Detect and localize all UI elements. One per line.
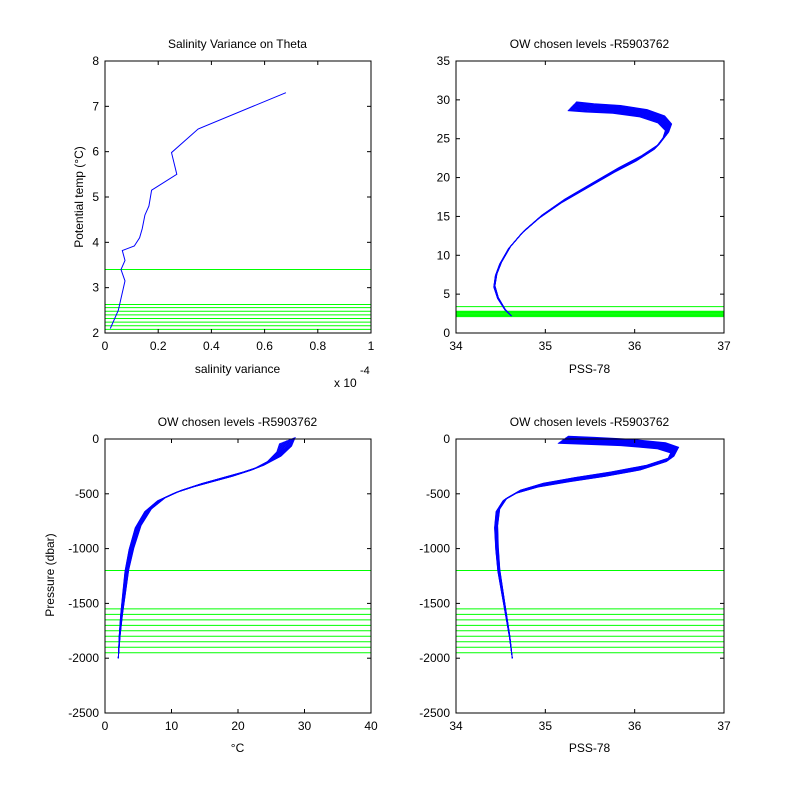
y-tick-label: -500 (426, 487, 450, 501)
y-tick-label: 4 (92, 235, 99, 249)
x-tick-label: 0 (102, 719, 109, 733)
y-tick-label: 20 (437, 171, 451, 185)
panel-pressure-temperature: OW chosen levels -R5903762 °C Pressure (… (43, 415, 378, 755)
panel-salinity-variance: Salinity Variance on Theta salinity vari… (72, 37, 375, 390)
panel4-title: OW chosen levels -R5903762 (510, 415, 670, 429)
y-tick-label: 6 (92, 145, 99, 159)
y-tick-label: 30 (437, 93, 451, 107)
y-tick-label: -2500 (419, 706, 450, 720)
x-tick-label: 40 (364, 719, 378, 733)
x-tick-label: 0.6 (256, 339, 273, 353)
y-tick-label: 3 (92, 281, 99, 295)
x-tick-label: 1 (368, 339, 375, 353)
x-tick-label: 37 (717, 339, 731, 353)
y-tick-label: 25 (437, 132, 451, 146)
panel3-title: OW chosen levels -R5903762 (158, 415, 318, 429)
y-tick-label: 15 (437, 209, 451, 223)
panel1-ylabel: Potential temp (°C) (72, 146, 86, 248)
y-tick-label: -2000 (419, 651, 450, 665)
y-tick-label: -1000 (68, 542, 99, 556)
panel2-title: OW chosen levels -R5903762 (510, 37, 670, 51)
x-tick-label: 34 (449, 339, 463, 353)
y-tick-label: -1500 (419, 596, 450, 610)
panel2-axes-box (455, 60, 725, 334)
y-tick-label: -2000 (68, 651, 99, 665)
y-tick-label: 35 (437, 54, 451, 68)
x-tick-label: 20 (231, 719, 245, 733)
profile-line (117, 436, 296, 659)
y-tick-label: 7 (92, 99, 99, 113)
profile-line (494, 101, 673, 317)
y-tick-label: 0 (443, 432, 450, 446)
x-tick-label: 30 (298, 719, 312, 733)
y-tick-label: 2 (92, 326, 99, 340)
x-tick-label: 35 (539, 719, 553, 733)
x-tick-label: 0.8 (309, 339, 326, 353)
panel3-xlabel: °C (231, 741, 245, 755)
profile-line (109, 92, 287, 329)
profile-line (497, 435, 680, 659)
x-tick-label: 0.4 (203, 339, 220, 353)
y-tick-label: 10 (437, 248, 451, 262)
y-tick-label: 5 (92, 190, 99, 204)
panel-pressure-salinity: OW chosen levels -R5903762 PSS-78 34 35 36… (419, 415, 731, 755)
panel4-axes-box (455, 438, 725, 714)
panel4-xlabel: PSS-78 (569, 741, 611, 755)
panel1-x-exponent-power: -4 (360, 365, 370, 377)
x-tick-label: 10 (165, 719, 179, 733)
panel1-x-exponent: x 10 (334, 376, 357, 390)
x-tick-label: 0.2 (150, 339, 167, 353)
y-tick-label: 5 (443, 287, 450, 301)
panel3-ylabel: Pressure (dbar) (43, 533, 57, 616)
panel1-xlabel: salinity variance (195, 362, 281, 376)
y-tick-label: 0 (443, 326, 450, 340)
x-tick-label: 0 (102, 339, 109, 353)
y-tick-label: -1000 (419, 542, 450, 556)
panel2-xlabel: PSS-78 (569, 362, 611, 376)
x-tick-label: 34 (449, 719, 463, 733)
panel1-title: Salinity Variance on Theta (168, 37, 307, 51)
x-tick-label: 37 (717, 719, 731, 733)
x-tick-label: 35 (539, 339, 553, 353)
x-tick-label: 36 (628, 719, 642, 733)
panel-theta-salinity: OW chosen levels -R5903762 PSS-78 34 35 36… (437, 37, 731, 376)
y-tick-label: -1500 (68, 596, 99, 610)
y-tick-label: -2500 (68, 706, 99, 720)
y-tick-label: 8 (92, 54, 99, 68)
y-tick-label: -500 (75, 487, 99, 501)
x-tick-label: 36 (628, 339, 642, 353)
y-tick-label: 0 (92, 432, 99, 446)
